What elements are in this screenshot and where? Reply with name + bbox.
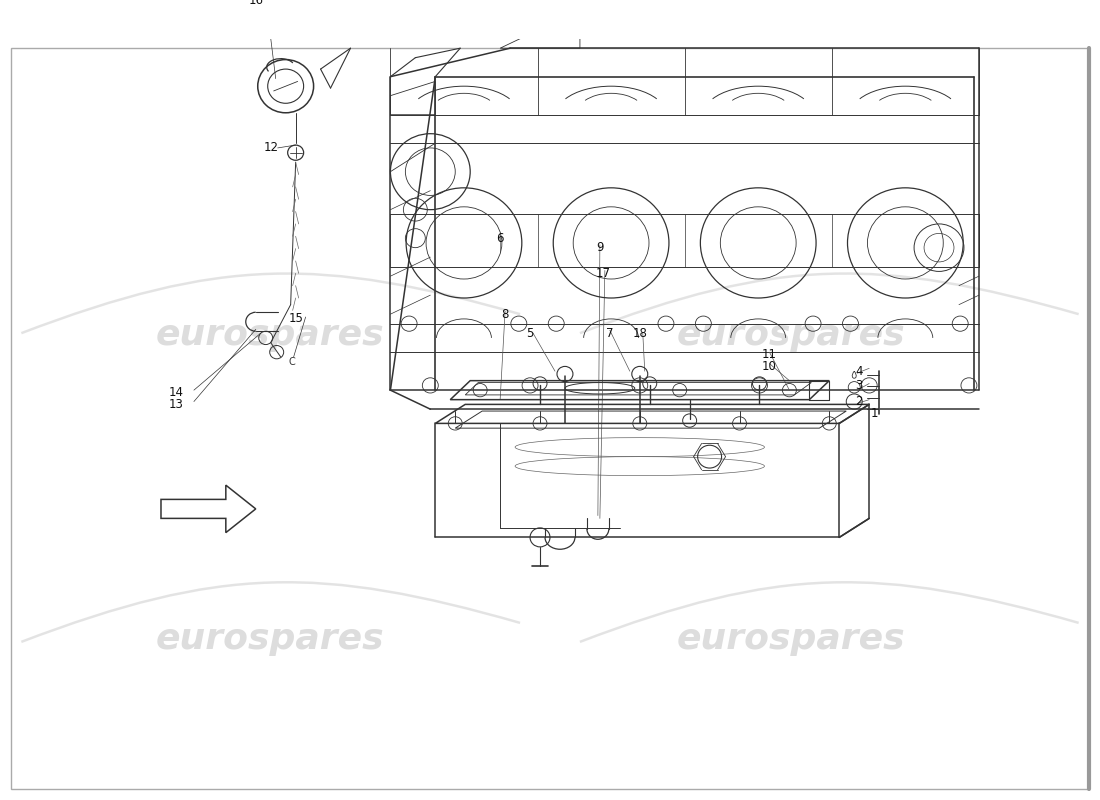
Text: eurospares: eurospares bbox=[156, 622, 385, 656]
Text: eurospares: eurospares bbox=[678, 622, 905, 656]
Text: 2: 2 bbox=[856, 395, 864, 408]
Text: 14: 14 bbox=[168, 386, 184, 398]
Text: 6: 6 bbox=[496, 232, 504, 245]
Text: 5: 5 bbox=[527, 326, 534, 340]
Text: 18: 18 bbox=[632, 326, 647, 340]
Text: 12: 12 bbox=[263, 142, 278, 154]
Text: 1: 1 bbox=[870, 407, 878, 421]
Text: 10: 10 bbox=[762, 360, 777, 373]
Text: 8: 8 bbox=[502, 308, 509, 321]
Text: 11: 11 bbox=[762, 347, 777, 361]
Text: 15: 15 bbox=[288, 313, 304, 326]
Text: 17: 17 bbox=[595, 267, 610, 280]
Text: 3: 3 bbox=[856, 379, 862, 392]
Text: eurospares: eurospares bbox=[156, 318, 385, 352]
Text: 4: 4 bbox=[856, 365, 864, 378]
Text: 7: 7 bbox=[606, 326, 614, 340]
Text: 16: 16 bbox=[249, 0, 263, 7]
Text: 13: 13 bbox=[168, 398, 184, 411]
Text: C: C bbox=[288, 357, 295, 366]
Text: eurospares: eurospares bbox=[678, 318, 905, 352]
Text: 9: 9 bbox=[596, 241, 604, 254]
